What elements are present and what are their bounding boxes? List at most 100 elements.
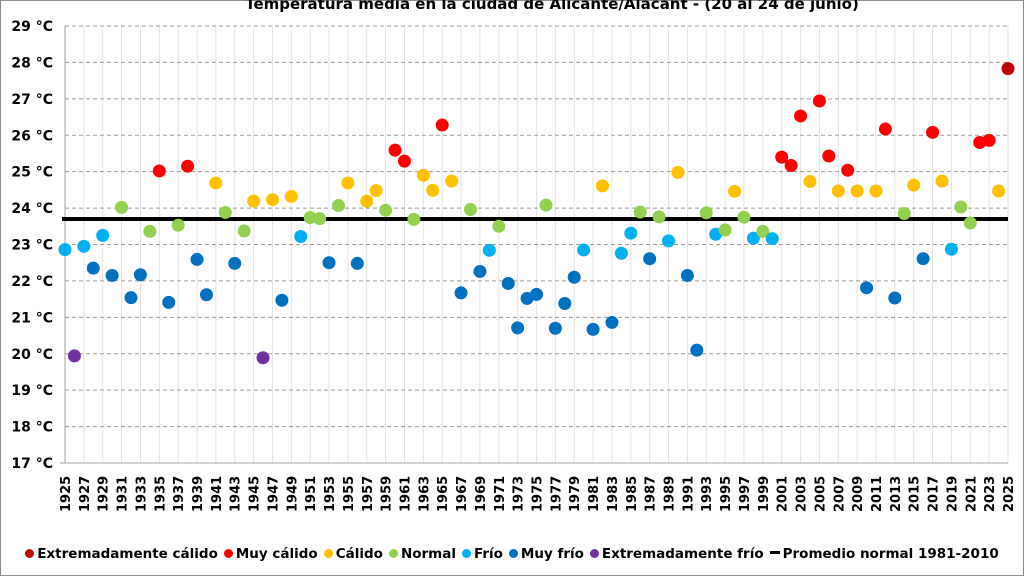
- data-point: [426, 183, 440, 197]
- data-point: [963, 216, 977, 230]
- data-point: [152, 164, 166, 178]
- y-tick-label: 23 °C: [11, 238, 53, 254]
- x-tick-label: 1973: [512, 476, 527, 512]
- data-point: [680, 268, 694, 282]
- data-point: [247, 194, 261, 208]
- legend-label: Extremadamente frío: [601, 546, 764, 562]
- data-point: [190, 252, 204, 266]
- data-point: [58, 243, 72, 257]
- data-point: [926, 125, 940, 139]
- data-point: [228, 256, 242, 270]
- x-tick-label: 1941: [210, 476, 225, 512]
- x-tick-label: 1999: [757, 476, 772, 512]
- data-point: [633, 205, 647, 219]
- x-tick-label: 1929: [97, 476, 112, 512]
- data-point: [218, 205, 232, 219]
- data-point: [850, 184, 864, 198]
- data-point: [133, 268, 147, 282]
- data-point: [275, 293, 289, 307]
- data-point: [265, 193, 279, 207]
- data-point: [407, 212, 421, 226]
- x-tick-label: 1981: [587, 476, 602, 512]
- y-tick-label: 18 °C: [11, 420, 53, 436]
- x-tick-label: 1993: [700, 476, 715, 512]
- y-axis: 17 °C 18 °C 19 °C 20 °C 21 °C 22 °C 23 °C 24 °C…: [11, 19, 66, 472]
- x-tick-label: 1983: [606, 476, 621, 512]
- legend-label: Muy cálido: [235, 546, 318, 562]
- x-tick-label: 2009: [851, 476, 866, 512]
- y-tick-label: 21 °C: [11, 310, 53, 326]
- data-point: [435, 118, 449, 132]
- legend-item: Cálido: [323, 546, 383, 562]
- x-tick-label: 2017: [927, 476, 942, 512]
- data-point: [171, 218, 185, 232]
- data-point: [746, 231, 760, 245]
- legend-label: Frío: [473, 546, 503, 562]
- legend-item: Frío: [461, 546, 503, 562]
- data-point: [775, 150, 789, 164]
- data-point: [284, 189, 298, 203]
- data-point: [397, 154, 411, 168]
- data-point: [463, 203, 477, 217]
- y-tick-label: 28 °C: [11, 55, 53, 71]
- data-point: [313, 212, 327, 226]
- data-points: [58, 62, 1015, 365]
- legend-dot-icon: [388, 549, 398, 558]
- data-point: [794, 109, 808, 123]
- x-tick-label: 2011: [870, 476, 885, 512]
- data-point: [596, 179, 610, 193]
- data-point: [671, 165, 685, 179]
- data-point: [944, 242, 958, 256]
- legend-label: Cálido: [335, 546, 383, 562]
- data-point: [322, 256, 336, 270]
- data-point: [86, 261, 100, 275]
- x-tick-label: 1957: [361, 476, 376, 512]
- data-point: [294, 229, 308, 243]
- x-tick-label: 2025: [1002, 476, 1017, 512]
- data-point: [935, 174, 949, 188]
- y-tick-label: 17 °C: [11, 456, 53, 472]
- data-point: [115, 200, 129, 214]
- data-point: [379, 203, 393, 217]
- data-point: [728, 184, 742, 198]
- x-tick-label: 1961: [398, 476, 413, 512]
- data-point: [812, 94, 826, 108]
- data-point: [888, 291, 902, 305]
- data-point: [822, 149, 836, 163]
- data-point: [256, 351, 270, 365]
- data-point: [916, 252, 930, 266]
- legend: Extremadamente cálido Muy cálido Cálido Nor…: [0, 546, 1024, 562]
- legend-item: Normal: [388, 546, 456, 562]
- x-tick-label: 1951: [304, 476, 319, 512]
- legend-dot-icon: [589, 549, 599, 558]
- x-tick-label: 1947: [266, 476, 281, 512]
- x-tick-label: 1933: [134, 476, 149, 512]
- data-point: [209, 176, 223, 190]
- x-tick-label: 1927: [78, 476, 93, 512]
- y-tick-label: 19 °C: [11, 383, 53, 399]
- legend-label: Muy frío: [520, 546, 584, 562]
- x-tick-label: 2001: [776, 476, 791, 512]
- legend-item: Muy frío: [508, 546, 584, 562]
- data-point: [331, 199, 345, 213]
- legend-item: Muy cálido: [223, 546, 318, 562]
- data-point: [662, 234, 676, 248]
- data-point: [105, 268, 119, 282]
- x-tick-label: 1949: [285, 476, 300, 512]
- x-tick-label: 1943: [229, 476, 244, 512]
- x-tick-label: 1931: [116, 476, 131, 512]
- x-tick-label: 2003: [795, 476, 810, 512]
- legend-dot-icon: [223, 549, 233, 558]
- data-point: [473, 264, 487, 278]
- legend-item: Extremadamente frío: [589, 546, 764, 562]
- x-tick-label: 1963: [417, 476, 432, 512]
- data-point: [869, 184, 883, 198]
- x-tick-label: 1985: [625, 476, 640, 512]
- x-tick-label: 1965: [436, 476, 451, 512]
- data-point: [162, 295, 176, 309]
- data-point: [67, 349, 81, 363]
- data-point: [784, 158, 798, 172]
- x-tick-label: 1925: [59, 476, 74, 512]
- data-point: [501, 276, 515, 290]
- legend-item: Extremadamente cálido: [25, 546, 218, 562]
